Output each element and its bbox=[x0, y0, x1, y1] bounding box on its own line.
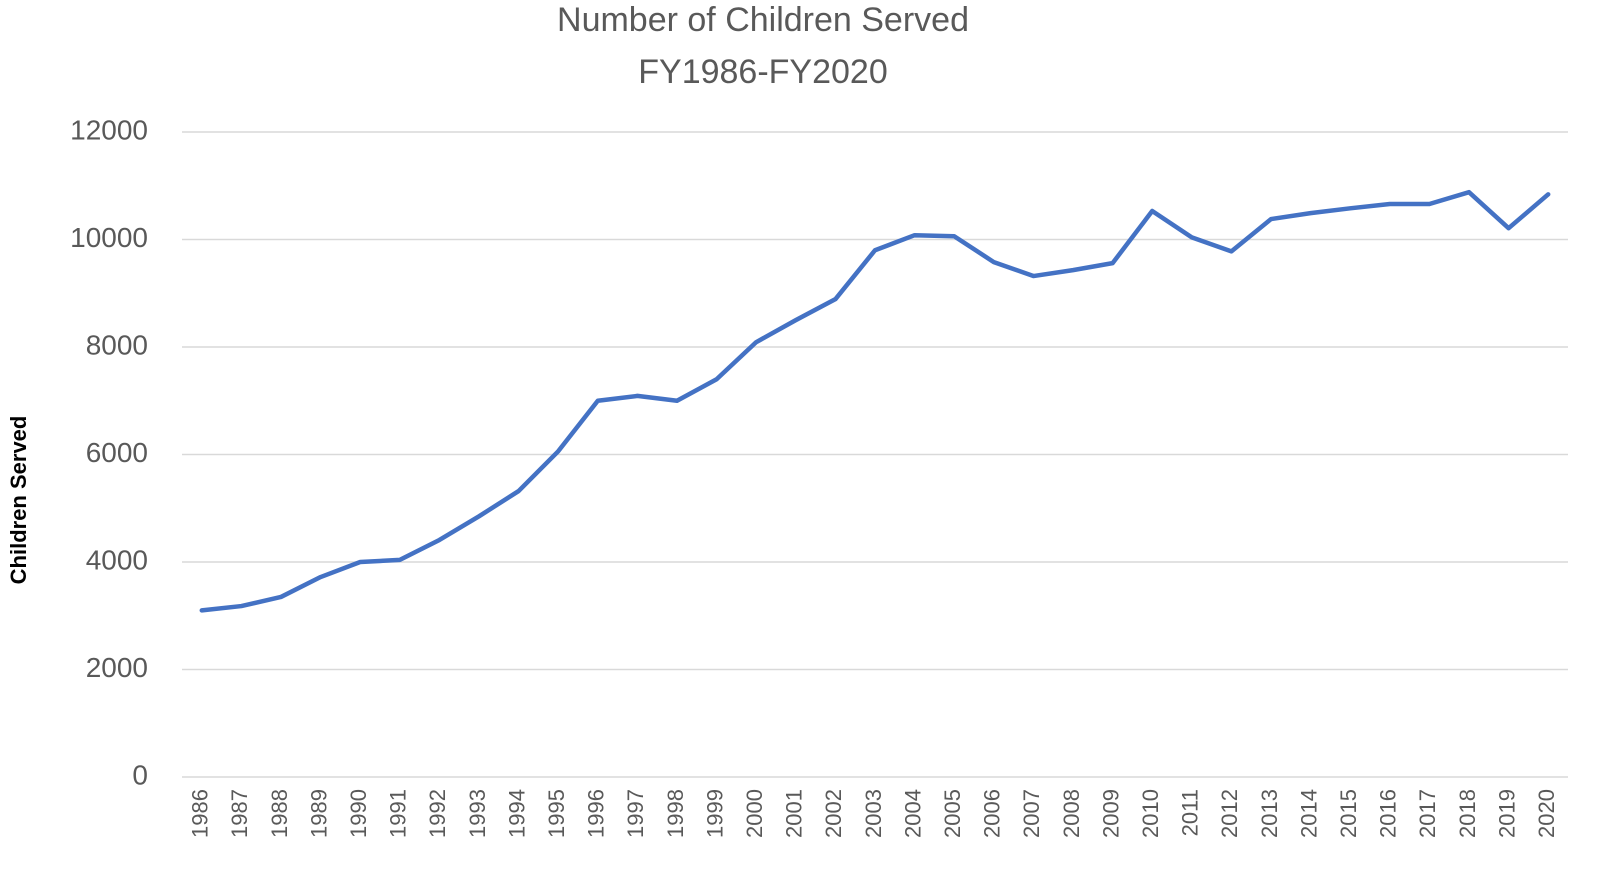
x-tick-label: 1990 bbox=[346, 789, 371, 838]
x-tick-label: 1988 bbox=[267, 789, 292, 838]
y-tick-label: 8000 bbox=[86, 329, 148, 360]
x-tick-label: 2007 bbox=[1019, 789, 1044, 838]
x-tick-label: 1995 bbox=[544, 789, 569, 838]
x-tick-label: 1996 bbox=[584, 789, 609, 838]
y-tick-label: 12000 bbox=[70, 114, 148, 145]
data-line bbox=[199, 189, 1551, 613]
chart-title: Number of Children Served bbox=[557, 1, 969, 39]
x-tick-label: 2011 bbox=[1178, 789, 1203, 836]
x-tick-label: 2010 bbox=[1138, 789, 1163, 838]
x-tick-label: 1987 bbox=[227, 789, 252, 838]
x-tick-label: 2016 bbox=[1376, 789, 1401, 838]
x-tick-label: 1994 bbox=[504, 789, 529, 838]
x-tick-label: 2017 bbox=[1415, 789, 1440, 838]
y-axis-label: Children Served bbox=[6, 416, 31, 585]
y-tick-label: 4000 bbox=[86, 544, 148, 575]
x-tick-label: 2008 bbox=[1059, 789, 1084, 838]
x-tick-label: 2004 bbox=[900, 789, 925, 838]
x-tick-label: 1999 bbox=[702, 789, 727, 838]
x-tick-label: 1998 bbox=[663, 789, 688, 838]
x-tick-label: 2014 bbox=[1296, 789, 1321, 838]
x-tick-label: 2001 bbox=[782, 789, 807, 838]
x-tick-label: 2003 bbox=[861, 789, 886, 838]
x-tick-label: 2019 bbox=[1494, 789, 1519, 838]
x-tick-label: 2020 bbox=[1534, 789, 1559, 838]
y-tick-label: 0 bbox=[132, 759, 148, 790]
x-tick-label: 2009 bbox=[1098, 789, 1123, 838]
x-tick-label: 1986 bbox=[188, 789, 213, 838]
x-tick-label: 2000 bbox=[742, 789, 767, 838]
x-tick-label: 2018 bbox=[1455, 789, 1480, 838]
x-tick-label: 2002 bbox=[821, 789, 846, 838]
y-tick-label: 6000 bbox=[86, 437, 148, 468]
x-tick-label: 1991 bbox=[386, 789, 411, 838]
x-tick-label: 1992 bbox=[425, 789, 450, 838]
x-tick-label: 1993 bbox=[465, 789, 490, 838]
y-tick-label: 10000 bbox=[70, 222, 148, 253]
chart-subtitle: FY1986-FY2020 bbox=[638, 53, 888, 91]
x-tick-label: 2013 bbox=[1257, 789, 1282, 838]
x-tick-label: 1997 bbox=[623, 789, 648, 838]
x-tick-label: 2005 bbox=[940, 789, 965, 838]
x-tick-label: 2006 bbox=[980, 789, 1005, 838]
y-tick-label: 2000 bbox=[86, 652, 148, 683]
x-tick-label: 2015 bbox=[1336, 789, 1361, 838]
x-tick-label: 2012 bbox=[1217, 789, 1242, 838]
x-tick-label: 1989 bbox=[306, 789, 331, 838]
